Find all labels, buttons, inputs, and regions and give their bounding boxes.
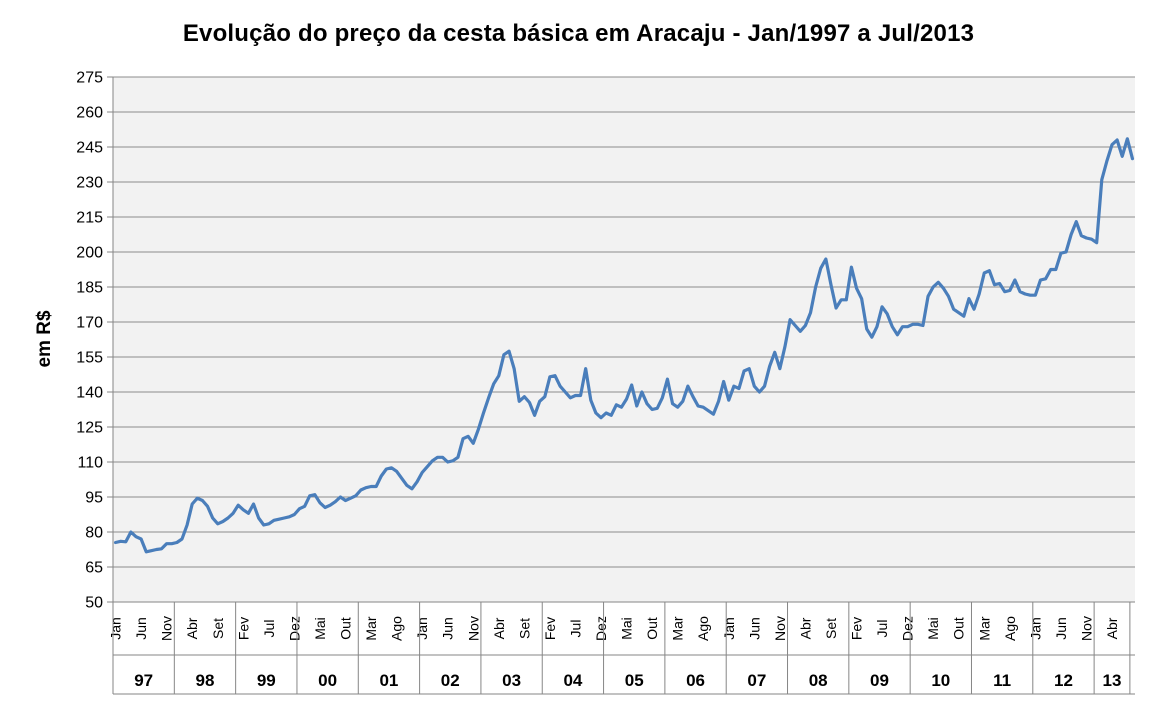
x-tick-label: Mai (925, 617, 941, 640)
x-tick-label: Dez (593, 616, 609, 641)
x-tick-label: Jun (133, 617, 149, 640)
x-tick-label: Abr (491, 617, 507, 639)
y-tick-label: 80 (85, 525, 103, 542)
year-label: 07 (747, 671, 766, 690)
year-label: 05 (625, 671, 644, 690)
y-tick-label: 245 (76, 140, 103, 157)
x-tick-label: Jun (746, 617, 762, 640)
y-tick-label: 95 (85, 490, 103, 507)
x-tick-label: Mar (670, 616, 686, 640)
y-tick-label: 65 (85, 560, 103, 577)
x-tick-label: Mai (312, 617, 328, 640)
year-label: 99 (257, 671, 276, 690)
x-tick-label: Jun (1053, 617, 1069, 640)
y-tick-label: 260 (76, 105, 103, 122)
year-label: 97 (134, 671, 153, 690)
year-label: 00 (318, 671, 337, 690)
year-label: 02 (441, 671, 460, 690)
x-tick-label: Jul (261, 620, 277, 638)
y-tick-label: 170 (76, 315, 103, 332)
y-tick-label: 50 (85, 595, 103, 612)
year-label: 08 (809, 671, 828, 690)
x-tick-label: Nov (772, 616, 788, 641)
x-tick-label: Jul (874, 620, 890, 638)
year-label: 06 (686, 671, 705, 690)
y-axis-ticks: 50 65 80 95 110 125 140 155 170 185 200 215 230 245 26… (76, 70, 103, 612)
x-tick-label: Nov (465, 616, 481, 641)
x-tick-label: Dez (900, 616, 916, 641)
chart-title: Evolução do preço da cesta básica em Ara… (182, 20, 975, 47)
x-tick-label: Abr (797, 617, 813, 639)
y-tick-label: 200 (76, 245, 103, 262)
x-tick-label: Jan (108, 617, 124, 640)
year-label: 01 (379, 671, 398, 690)
x-tick-label: Abr (184, 617, 200, 639)
y-tick-label: 110 (77, 455, 103, 472)
year-label: 10 (931, 671, 950, 690)
x-tick-label: Abr (1104, 617, 1120, 639)
y-tick-label: 275 (76, 70, 103, 87)
year-label: 98 (196, 671, 215, 690)
x-tick-label: Jan (414, 617, 430, 640)
x-tick-label: Ago (1002, 616, 1018, 641)
series-line (113, 137, 1135, 554)
year-label: 09 (870, 671, 889, 690)
y-axis-label: em R$ (34, 310, 55, 367)
x-tick-label: Jan (721, 617, 737, 640)
x-tick-label: Jan (1027, 617, 1043, 640)
x-tick-label: Mar (976, 616, 992, 640)
plot-background (113, 77, 1135, 602)
x-axis: Jan Jun Nov Abr Set Fev Jul Dez Mai Out Mar Ago Jan J… (108, 602, 1135, 695)
y-tick-label: 185 (76, 280, 103, 297)
year-label: 12 (1054, 671, 1073, 690)
x-tick-label: Ago (695, 616, 711, 641)
x-tick-label: Nov (159, 616, 175, 641)
x-tick-label: Set (516, 618, 532, 639)
year-label: 11 (993, 671, 1011, 690)
grid-lines (107, 76, 1135, 603)
x-tick-label: Fev (542, 617, 558, 640)
x-tick-label: Dez (286, 616, 302, 641)
y-tick-label: 215 (76, 210, 103, 227)
y-tick-label: 155 (76, 350, 103, 367)
x-tick-label: Fev (849, 617, 865, 640)
x-tick-label: Nov (1078, 616, 1094, 641)
x-tick-label: Out (338, 617, 354, 640)
x-tick-label: Jun (440, 617, 456, 640)
y-tick-label: 230 (76, 175, 103, 192)
year-label: 03 (502, 671, 521, 690)
x-tick-label: Mai (619, 617, 635, 640)
x-tick-label: Out (951, 617, 967, 640)
y-tick-label: 140 (76, 385, 103, 402)
x-tick-label: Mar (363, 616, 379, 640)
x-tick-label: Set (210, 618, 226, 639)
y-tick-label: 125 (76, 420, 103, 437)
x-tick-label: Fev (235, 617, 251, 640)
year-label: 04 (563, 671, 582, 690)
x-tick-label: Ago (389, 616, 405, 641)
x-tick-label: Out (644, 617, 660, 640)
x-tick-label: Jul (567, 620, 583, 638)
year-label: 13 (1103, 671, 1122, 690)
series-layer (113, 137, 1135, 554)
x-tick-label: Set (823, 618, 839, 639)
